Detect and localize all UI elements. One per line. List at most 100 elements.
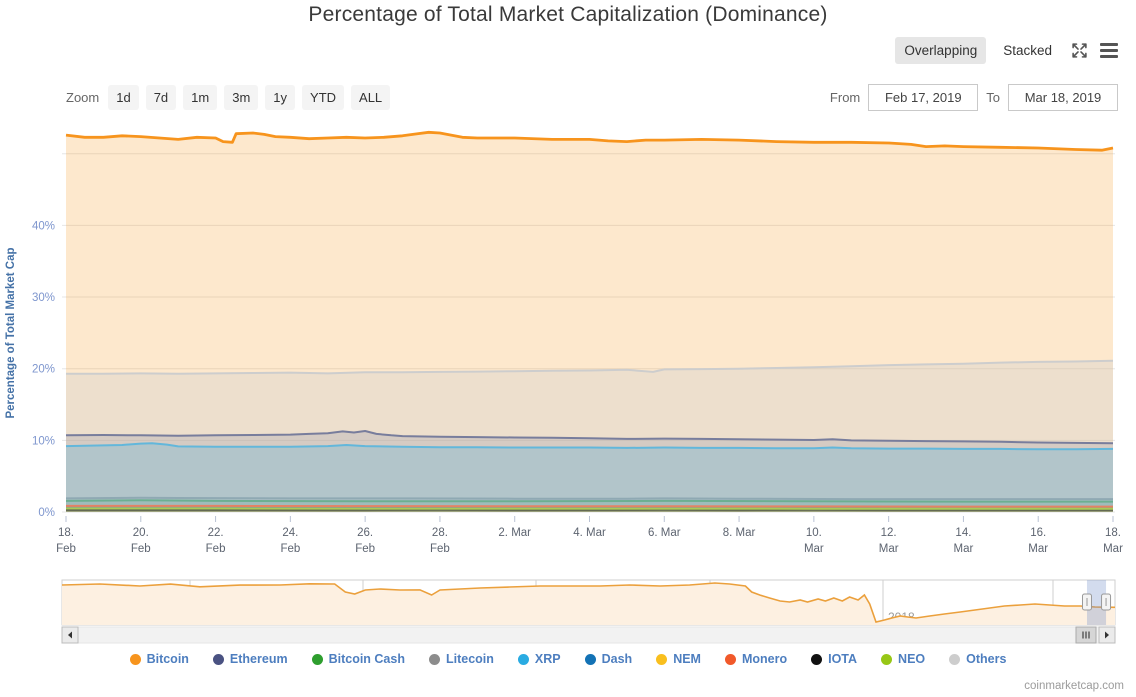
x-axis-tick-label: 2. Mar	[498, 527, 531, 539]
navigator-chart[interactable]: 201420152016201720182019	[0, 573, 1136, 648]
x-axis-tick-label: Feb	[280, 543, 300, 555]
zoom-ytd-button[interactable]: YTD	[302, 85, 345, 110]
legend-marker-litecoin	[428, 653, 440, 665]
legend-item-others[interactable]: Others	[949, 652, 1006, 666]
x-axis-tick-label: Mar	[804, 543, 824, 555]
legend-label: NEM	[673, 652, 701, 666]
series-line-litecoin	[65, 496, 1113, 501]
x-axis-tick-label: 4. Mar	[573, 527, 606, 539]
y-axis-tick-label: 10%	[32, 435, 55, 447]
legend-item-dash[interactable]: Dash	[584, 652, 633, 666]
legend-label: Monero	[741, 652, 788, 666]
y-axis-tick-label: 30%	[32, 292, 55, 304]
x-axis-tick-label: Feb	[355, 543, 375, 555]
x-axis-tick-label: 22.	[208, 527, 224, 539]
y-axis-tick-label: 20%	[32, 364, 55, 376]
navigator-selected-range[interactable]	[1086, 580, 1107, 625]
series-line-ethereum	[65, 430, 1114, 445]
legend-label: IOTA	[828, 652, 858, 666]
x-axis-tick-label: 26.	[357, 527, 373, 539]
legend-item-xrp[interactable]: XRP	[517, 652, 561, 666]
legend-item-nem[interactable]: NEM	[656, 652, 701, 666]
y-axis-tick-label: 0%	[38, 507, 55, 519]
series-line-bitcoin-cash	[65, 499, 1113, 503]
zoom-3m-button[interactable]: 3m	[224, 85, 259, 110]
x-axis-tick-label: 16.	[1030, 527, 1046, 539]
legend-item-ethereum[interactable]: Ethereum	[212, 652, 288, 666]
x-axis-tick-label: 28.	[432, 527, 448, 539]
x-axis-tick-label: 10.	[806, 527, 822, 539]
legend-label: NEO	[898, 652, 926, 666]
x-axis-tick-label: Mar	[1028, 543, 1048, 555]
legend-marker-monero	[724, 653, 736, 665]
zoom-1m-button[interactable]: 1m	[183, 85, 218, 110]
legend-item-neo[interactable]: NEO	[881, 652, 925, 666]
x-axis-tick-label: 6. Mar	[648, 527, 681, 539]
legend-label: Dash	[601, 652, 633, 666]
legend-marker-others	[949, 653, 961, 665]
zoom-7d-button[interactable]: 7d	[145, 85, 177, 110]
legend-label: Bitcoin Cash	[328, 652, 405, 666]
x-axis-tick-label: 18.	[58, 527, 74, 539]
legend-marker-iota	[811, 653, 823, 665]
y-axis-tick-label: 40%	[32, 220, 55, 232]
to-label: To	[986, 90, 1000, 105]
series-line-bitcoin	[65, 130, 1114, 152]
date-range-group: From To	[830, 84, 1118, 111]
x-axis-tick-label: Mar	[879, 543, 899, 555]
overlapping-mode-button[interactable]: Overlapping	[895, 37, 987, 64]
chart-mode-toolbar: Overlapping Stacked	[895, 37, 1120, 64]
legend-marker-nem	[656, 653, 668, 665]
legend-item-litecoin[interactable]: Litecoin	[428, 652, 494, 666]
legend-marker-neo	[881, 653, 893, 665]
scrollbar-track[interactable]	[61, 626, 1116, 644]
navigator-series-area	[62, 583, 1115, 625]
legend-label: XRP	[534, 652, 561, 666]
watermark-credit: coinmarketcap.com	[1024, 680, 1124, 692]
zoom-1d-button[interactable]: 1d	[108, 85, 139, 110]
x-axis-tick-label: 24.	[282, 527, 298, 539]
legend-label: Ethereum	[229, 652, 288, 666]
zoom-label: Zoom	[66, 90, 100, 105]
y-axis-title: Percentage of Total Market Cap	[5, 247, 17, 418]
legend-marker-xrp	[517, 653, 529, 665]
legend-item-bitcoin-cash[interactable]: Bitcoin Cash	[311, 652, 405, 666]
legend-item-iota[interactable]: IOTA	[811, 652, 857, 666]
legend-item-bitcoin[interactable]: Bitcoin	[129, 652, 189, 666]
series-line-monero	[66, 504, 1113, 508]
x-axis-tick-label: Feb	[206, 543, 226, 555]
zoom-buttons: 1d 7d 1m 3m 1y YTD ALL	[108, 85, 391, 110]
series-area-xrp	[66, 443, 1113, 512]
legend-marker-ethereum	[212, 653, 224, 665]
stacked-mode-button[interactable]: Stacked	[1003, 43, 1052, 58]
legend-label: Litecoin	[445, 652, 494, 666]
x-axis-tick-label: 12.	[881, 527, 897, 539]
x-axis-tick-label: 20.	[133, 527, 149, 539]
main-chart[interactable]: 0% 10% 20% 30% 40% Percentage of Total Market…	[0, 115, 1136, 567]
context-menu-icon[interactable]	[1098, 41, 1120, 61]
scrollbar-right-arrow-icon	[1105, 631, 1109, 639]
page-title: Percentage of Total Market Capitalizatio…	[308, 3, 828, 26]
from-date-input[interactable]	[868, 84, 979, 111]
x-axis-tick-label: Feb	[430, 543, 450, 555]
x-axis-tick-label: 8. Mar	[723, 527, 756, 539]
series-line-others	[66, 359, 1114, 375]
to-date-input[interactable]	[1008, 84, 1118, 111]
legend-label: Bitcoin	[146, 652, 189, 666]
legend-label: Others	[966, 652, 1007, 666]
fullscreen-expand-icon[interactable]	[1069, 40, 1090, 61]
series-area-others	[66, 360, 1113, 512]
navigator-series-line	[61, 582, 1116, 623]
x-axis-tick-label: 18.	[1105, 527, 1121, 539]
legend-marker-bitcoin-cash	[311, 653, 323, 665]
zoom-preset-group: Zoom 1d 7d 1m 3m 1y YTD ALL	[66, 85, 391, 110]
scrollbar-left-arrow-icon	[68, 631, 72, 639]
zoom-all-button[interactable]: ALL	[351, 85, 391, 110]
x-axis-tick-label: Feb	[56, 543, 76, 555]
series-area-ethereum	[66, 431, 1113, 512]
legend-item-monero[interactable]: Monero	[724, 652, 788, 666]
series-legend: Bitcoin Ethereum Bitcoin Cash Litecoin XRP Da…	[0, 652, 1136, 666]
zoom-1y-button[interactable]: 1y	[265, 85, 296, 110]
